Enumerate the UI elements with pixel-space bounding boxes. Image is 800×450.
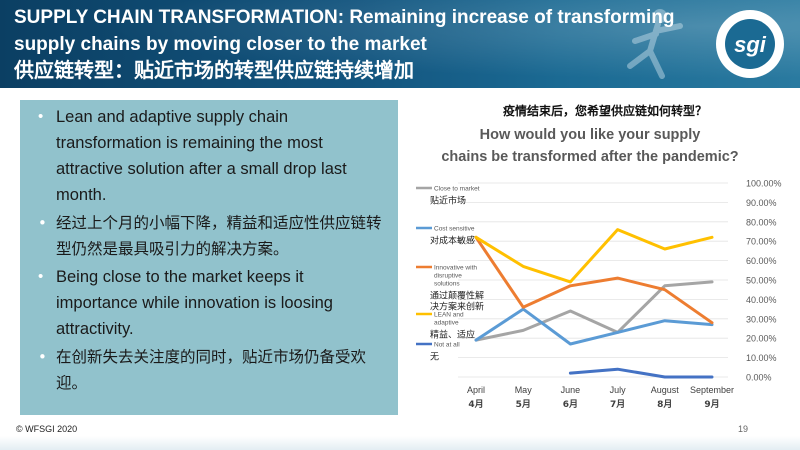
x-tick-label-chinese: 8月 [657,399,672,410]
y-tick-label: 90.00% [746,198,777,208]
footer-fade [0,436,800,450]
bullet-text: 在创新失去关注度的同时，贴近市场仍备受欢迎。 [56,348,367,392]
legend-label: Close to market [434,186,480,193]
series-line [474,307,714,346]
x-tick-label-chinese: 6月 [563,399,578,410]
bullet-item: • 经过上个月的小幅下降，精益和适应性供应链转型仍然是最具吸引力的解决方案。 [36,210,388,262]
y-tick-label: 40.00% [746,295,777,305]
legend-label-chinese: 无 [430,352,439,363]
y-tick-label: 50.00% [746,276,777,286]
y-tick-label: 60.00% [746,256,777,266]
y-tick-label: 70.00% [746,237,777,247]
chart-title: How would you like your supply [480,127,701,143]
bullet-dot-icon: • [38,214,47,232]
legend-label-chinese: 通过颠覆性解 [430,290,484,302]
bullet-text: 经过上个月的小幅下降，精益和适应性供应链转型仍然是最具吸引力的解决方案。 [56,214,382,258]
legend-label: Innovative with disruptive solutions [434,265,477,288]
bullet-item: • Lean and adaptive supply chain transfo… [36,104,388,208]
x-tick-label: July [610,385,627,395]
x-tick-label-chinese: 7月 [610,399,625,410]
bullet-text: Being close to the market keeps it impor… [56,268,333,338]
bullet-dot-icon: • [38,348,47,366]
bullet-item: • 在创新失去关注度的同时，贴近市场仍备受欢迎。 [36,344,388,396]
page-title-chinese: 供应链转型：贴近市场的转型供应链持续增加 [14,58,414,82]
y-tick-label: 100.00% [746,179,782,189]
bullet-item: • Being close to the market keeps it imp… [36,264,388,342]
y-tick-label: 20.00% [746,334,777,344]
bullet-panel: • Lean and adaptive supply chain transfo… [20,100,398,415]
series-line [474,280,714,342]
x-tick-label: May [515,385,533,395]
page-title: SUPPLY CHAIN TRANSFORMATION: Remaining i… [14,7,675,55]
legend-label: Not at all [434,342,460,349]
x-tick-label: June [561,385,581,395]
chart-title: chains be transformed after the pandemic… [441,149,738,165]
page-number: 19 [738,424,749,434]
legend-label-chinese: 对成本敏感 [430,235,475,247]
legend-label-chinese: 决方案来创新 [430,301,484,313]
header-banner: SUPPLY CHAIN TRANSFORMATION: Remaining i… [0,0,800,88]
line-chart: 疫情结束后，您希望供应链如何转型？ How would you like your… [416,103,782,410]
series-line [474,228,714,284]
svg-text:sgi: sgi [734,32,767,57]
header-background [0,0,800,88]
y-tick-label: 0.00% [746,373,772,383]
y-tick-label: 80.00% [746,217,777,227]
x-tick-label: August [651,385,680,395]
x-tick-label-chinese: 9月 [704,399,719,410]
legend-label-chinese: 精益、适应 [430,329,475,341]
copyright-text: © WFSGI 2020 [16,424,78,434]
legend-label: LEAN and adaptive [434,312,464,327]
legend-label: Cost sensitive [434,226,475,233]
chart-title-chinese: 疫情结束后，您希望供应链如何转型？ [503,103,707,118]
wfsgi-logo: sgi [716,10,784,78]
x-tick-label-chinese: 5月 [516,399,531,410]
y-tick-label: 10.00% [746,353,777,363]
bullet-text: Lean and adaptive supply chain transform… [56,108,347,204]
x-tick-label-chinese: 4月 [468,399,483,410]
bullet-dot-icon: • [38,268,44,285]
x-tick-label: September [690,385,734,395]
runner-image [627,9,683,79]
series-line [568,367,714,379]
bullet-dot-icon: • [38,108,44,125]
series-line [474,235,714,325]
legend-label-chinese: 贴近市场 [430,195,466,207]
x-tick-label: April [467,385,485,395]
y-tick-label: 30.00% [746,314,777,324]
